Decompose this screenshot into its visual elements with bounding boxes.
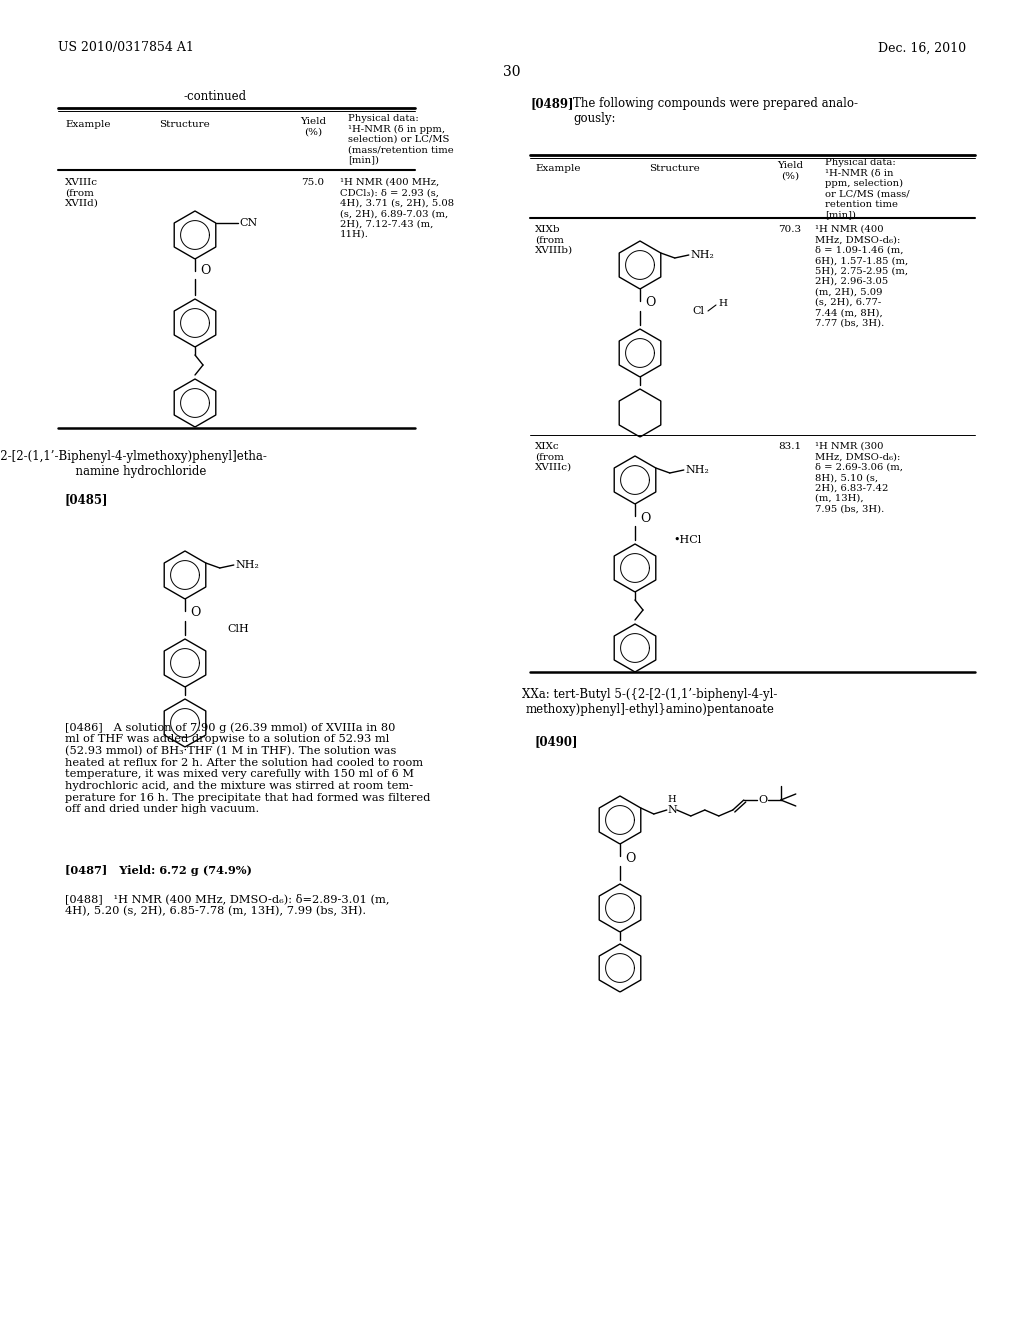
Text: Structure: Structure (649, 164, 700, 173)
Text: NH₂: NH₂ (236, 560, 260, 570)
Text: 30: 30 (503, 65, 521, 79)
Text: XIXa: 2-[2-(1,1’-Biphenyl-4-ylmethoxy)phenyl]etha-
              namine hydrochl: XIXa: 2-[2-(1,1’-Biphenyl-4-ylmethoxy)ph… (0, 450, 266, 478)
Text: N: N (668, 805, 678, 814)
Text: Cl: Cl (692, 306, 705, 315)
Text: Physical data:
¹H-NMR (δ in ppm,
selection) or LC/MS
(mass/retention time
[min]): Physical data: ¹H-NMR (δ in ppm, selecti… (348, 114, 454, 165)
Text: XIXc
(from
XVIIIc): XIXc (from XVIIIc) (535, 442, 572, 471)
Text: ¹H NMR (300
MHz, DMSO-d₆):
δ = 2.69-3.06 (m,
8H), 5.10 (s,
2H), 6.83-7.42
(m, 13: ¹H NMR (300 MHz, DMSO-d₆): δ = 2.69-3.06… (815, 442, 903, 513)
Text: XIXb
(from
XVIIIb): XIXb (from XVIIIb) (535, 224, 573, 255)
Text: Dec. 16, 2010: Dec. 16, 2010 (878, 41, 966, 54)
Text: Structure: Structure (160, 120, 210, 129)
Text: [0486]   A solution of 7.90 g (26.39 mmol) of XVIIIa in 80
ml of THF was added d: [0486] A solution of 7.90 g (26.39 mmol)… (65, 722, 430, 814)
Text: Physical data:
¹H-NMR (δ in
ppm, selection)
or LC/MS (mass/
retention time
[min]: Physical data: ¹H-NMR (δ in ppm, selecti… (825, 158, 909, 219)
Text: [0485]: [0485] (65, 492, 109, 506)
Text: [0487]   Yield: 6.72 g (74.9%): [0487] Yield: 6.72 g (74.9%) (65, 865, 252, 876)
Text: O: O (200, 264, 210, 277)
Text: O: O (640, 511, 650, 524)
Text: US 2010/0317854 A1: US 2010/0317854 A1 (58, 41, 194, 54)
Text: H: H (718, 298, 727, 308)
Text: NH₂: NH₂ (686, 465, 710, 475)
Text: CN: CN (240, 218, 258, 228)
Text: XXa: tert-Butyl 5-({2-[2-(1,1’-biphenyl-4-yl-
methoxy)phenyl]-ethyl}amino)pentan: XXa: tert-Butyl 5-({2-[2-(1,1’-biphenyl-… (522, 688, 777, 715)
Text: ¹H NMR (400
MHz, DMSO-d₆):
δ = 1.09-1.46 (m,
6H), 1.57-1.85 (m,
5H), 2.75-2.95 (: ¹H NMR (400 MHz, DMSO-d₆): δ = 1.09-1.46… (815, 224, 908, 327)
Text: Yield
(%): Yield (%) (777, 161, 803, 181)
Text: ClH: ClH (227, 624, 249, 634)
Text: O: O (625, 851, 635, 865)
Text: ¹H NMR (400 MHz,
CDCl₃): δ = 2.93 (s,
4H), 3.71 (s, 2H), 5.08
(s, 2H), 6.89-7.03: ¹H NMR (400 MHz, CDCl₃): δ = 2.93 (s, 4H… (340, 178, 454, 239)
Text: NH₂: NH₂ (691, 249, 715, 260)
Text: [0489]: [0489] (530, 96, 573, 110)
Text: O: O (759, 795, 768, 805)
Text: O: O (645, 297, 655, 309)
Text: [0488]   ¹H NMR (400 MHz, DMSO-d₆): δ=2.89-3.01 (m,
4H), 5.20 (s, 2H), 6.85-7.78: [0488] ¹H NMR (400 MHz, DMSO-d₆): δ=2.89… (65, 894, 389, 916)
Text: O: O (190, 606, 201, 619)
Text: 70.3: 70.3 (778, 224, 802, 234)
Text: -continued: -continued (183, 91, 247, 103)
Text: H: H (668, 796, 677, 804)
Text: Example: Example (535, 164, 581, 173)
Text: [0490]: [0490] (535, 735, 579, 748)
Text: •HCl: •HCl (673, 535, 701, 545)
Text: 83.1: 83.1 (778, 442, 802, 451)
Text: 75.0: 75.0 (301, 178, 325, 187)
Text: Yield
(%): Yield (%) (300, 117, 326, 136)
Text: XVIIIc
(from
XVIId): XVIIIc (from XVIId) (65, 178, 99, 207)
Text: The following compounds were prepared analo-
gously:: The following compounds were prepared an… (573, 96, 858, 125)
Text: Example: Example (65, 120, 111, 129)
